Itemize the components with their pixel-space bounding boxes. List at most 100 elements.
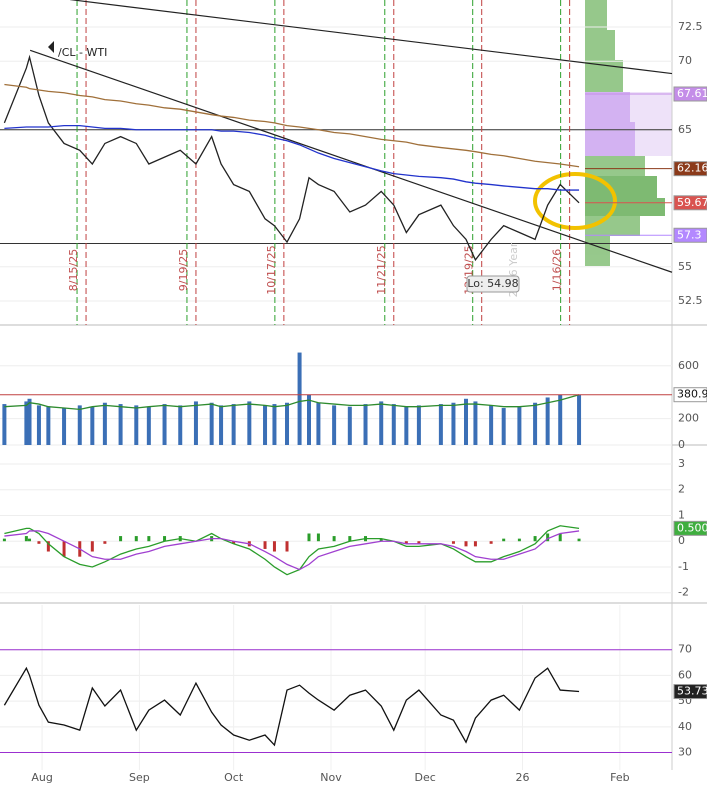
- histogram-bar: [263, 541, 267, 549]
- marker: [48, 41, 54, 53]
- volume-bar: [347, 406, 352, 445]
- histogram-bar: [379, 538, 383, 542]
- histogram-bar: [62, 541, 66, 557]
- y-tick-label: 40: [678, 720, 692, 733]
- trend-line: [29, 49, 673, 273]
- histogram-bar: [28, 538, 32, 542]
- volume-bar: [77, 405, 82, 445]
- volume-bar: [391, 404, 396, 445]
- volume-bar: [146, 406, 151, 445]
- value-badge-label: 62.16: [677, 162, 707, 175]
- value-badge-label: 59.67: [677, 196, 707, 209]
- histogram-bar: [404, 541, 408, 544]
- x-tick-label: Feb: [610, 771, 629, 784]
- y-tick-label: 2: [678, 483, 685, 496]
- volume-bar: [134, 405, 139, 445]
- x-tick-label: 26: [516, 771, 530, 784]
- volume-bar: [219, 405, 224, 445]
- series-line: [4, 394, 580, 411]
- volume-bar: [451, 402, 456, 445]
- y-tick-label: 30: [678, 746, 692, 759]
- value-badge: [673, 387, 707, 403]
- volume-bar: [416, 405, 421, 445]
- series-line: [4, 525, 580, 576]
- value-badge-label: 0.500: [677, 521, 707, 534]
- series-line: [4, 530, 580, 571]
- value-badge: [673, 227, 707, 243]
- volume-bar: [404, 406, 409, 445]
- y-tick-label: 0: [678, 534, 685, 547]
- volume-bar: [62, 408, 67, 445]
- volume-bar: [577, 394, 582, 445]
- histogram-bar: [546, 533, 550, 542]
- histogram-bar: [147, 536, 151, 542]
- y-tick-label: 200: [678, 412, 699, 425]
- volume-bar: [24, 401, 29, 445]
- x-tick-label: Aug: [31, 771, 52, 784]
- volume-bar: [178, 405, 183, 445]
- histogram-bar: [46, 541, 50, 552]
- volume-bar: [379, 401, 384, 445]
- value-badge-label: 53.73: [677, 685, 707, 698]
- value-badge-label: 380.9: [677, 388, 707, 401]
- y-tick-label: 72.5: [678, 20, 703, 33]
- y-tick-label: 3: [678, 457, 685, 470]
- value-badge: [673, 520, 707, 536]
- volume-bar: [272, 404, 277, 445]
- volume-bar: [306, 394, 311, 445]
- histogram-bar: [103, 541, 107, 544]
- histogram-bar: [119, 536, 123, 542]
- series-line: [4, 83, 580, 168]
- event-label: 8/15/25: [67, 249, 80, 291]
- histogram-bar: [163, 536, 167, 542]
- histogram-bar: [517, 538, 521, 542]
- volume-bar: [332, 405, 337, 445]
- volume-bar: [545, 397, 550, 445]
- volume-bar: [285, 402, 290, 445]
- volume-bar: [2, 404, 7, 445]
- y-tick-label: 65: [678, 123, 692, 136]
- y-tick-label: 60: [678, 668, 692, 681]
- volume-bar: [162, 404, 167, 445]
- volume-bar: [363, 404, 368, 445]
- histogram-bar: [37, 541, 41, 544]
- histogram-bar: [417, 541, 421, 544]
- low-box: [466, 275, 520, 293]
- volume-bar: [297, 352, 302, 445]
- x-tick-label: Nov: [320, 771, 342, 784]
- histogram-bar: [489, 541, 493, 544]
- volume-bar: [489, 405, 494, 445]
- histogram-bar: [558, 533, 562, 542]
- volume-bar: [118, 404, 123, 445]
- series-line: [3, 666, 580, 747]
- y-tick-label: 600: [678, 359, 699, 372]
- histogram-bar: [134, 536, 138, 542]
- volume-bar: [46, 406, 51, 445]
- histogram-bar: [307, 533, 311, 542]
- volume-bar: [90, 406, 95, 445]
- y-tick-label: 1: [678, 508, 685, 521]
- histogram-bar: [2, 538, 6, 542]
- y-tick-label: 55: [678, 260, 692, 273]
- value-badge: [673, 161, 707, 177]
- value-badge-label: 57.3: [677, 228, 702, 241]
- volume-bar: [27, 398, 32, 445]
- volume-bar: [231, 404, 236, 445]
- histogram-bar: [285, 541, 289, 552]
- symbol-label: /CL - WTI: [58, 46, 107, 59]
- volume-bar: [533, 402, 538, 445]
- y-tick-label: -2: [678, 586, 689, 599]
- volume-bar: [517, 406, 522, 445]
- volume-bar: [209, 402, 214, 445]
- histogram-bar: [348, 536, 352, 542]
- volume-bar: [438, 404, 443, 445]
- volume-bar: [102, 402, 107, 445]
- volume-bar: [558, 394, 563, 445]
- event-label: 11/21/25: [375, 245, 388, 294]
- histogram-bar: [533, 536, 537, 542]
- series-line: [3, 54, 580, 262]
- histogram-bar: [232, 541, 236, 544]
- y-tick-label: -1: [678, 560, 689, 573]
- histogram-bar: [90, 541, 94, 552]
